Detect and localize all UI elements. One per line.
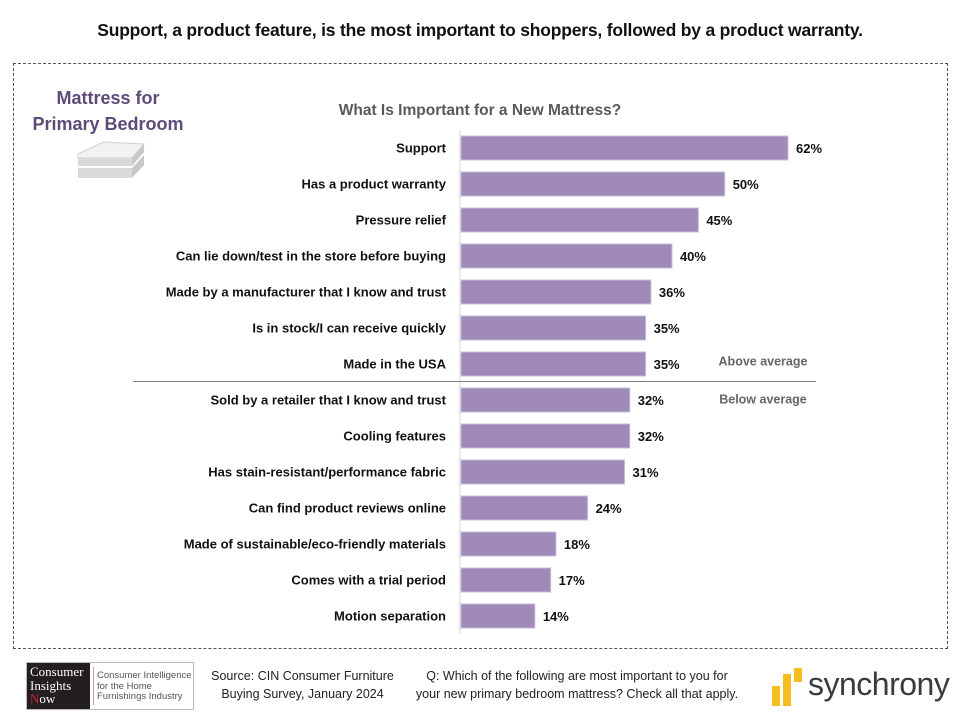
segment-title-line2: Primary Bedroom bbox=[32, 114, 184, 134]
below-average-label: Below average bbox=[719, 393, 807, 407]
question-line2: your new primary bedroom mattress? Check… bbox=[415, 687, 739, 701]
category-label: Made of sustainable/eco-friendly materia… bbox=[184, 537, 446, 552]
synchrony-wordmark: synchrony bbox=[808, 665, 950, 702]
category-label: Pressure relief bbox=[356, 213, 447, 228]
bar bbox=[460, 567, 552, 593]
cin-tagline: Consumer Intelligence for the Home Furni… bbox=[93, 667, 193, 705]
cin-tagline-2: for the Home bbox=[97, 680, 152, 692]
value-label: 32% bbox=[638, 429, 664, 444]
cin-logo-line2: Insights bbox=[30, 677, 72, 693]
bar-chart: Support 62% Has a product warranty 50% Press… bbox=[133, 130, 822, 634]
bar bbox=[460, 495, 589, 521]
synchrony-bars-icon bbox=[770, 666, 804, 706]
value-label: 31% bbox=[633, 465, 659, 480]
bar bbox=[460, 135, 789, 161]
above-average-label: Above average bbox=[719, 355, 808, 369]
value-label: 36% bbox=[659, 285, 685, 300]
cin-logo-mark: Consumer Insights Now bbox=[27, 663, 90, 709]
category-label: Has a product warranty bbox=[302, 177, 447, 192]
source-line2: Buying Survey, January 2024 bbox=[221, 687, 384, 701]
category-label: Comes with a trial period bbox=[291, 573, 446, 588]
cin-logo-line3: Now bbox=[30, 692, 87, 706]
category-label: Made by a manufacturer that I know and t… bbox=[166, 285, 447, 300]
value-label: 14% bbox=[543, 609, 569, 624]
value-label: 45% bbox=[706, 213, 732, 228]
cin-logo-n: N bbox=[30, 691, 40, 706]
value-label: 35% bbox=[654, 321, 680, 336]
value-label: 50% bbox=[733, 177, 759, 192]
value-label: 35% bbox=[654, 357, 680, 372]
value-label: 24% bbox=[596, 501, 622, 516]
value-label: 40% bbox=[680, 249, 706, 264]
cin-tagline-3: Furnishings Industry bbox=[97, 691, 183, 702]
category-label: Is in stock/I can receive quickly bbox=[252, 321, 446, 336]
bar bbox=[460, 351, 647, 377]
bar bbox=[460, 459, 625, 485]
value-label: 32% bbox=[638, 393, 664, 408]
category-label: Can find product reviews online bbox=[249, 501, 446, 516]
synchrony-logo: synchrony bbox=[770, 664, 950, 708]
cin-logo-line1: Consumer bbox=[30, 664, 84, 679]
cin-tagline-1: Consumer Intelligence bbox=[97, 670, 192, 681]
segment-title: Mattress for Primary Bedroom bbox=[30, 85, 186, 137]
category-label: Has stain-resistant/performance fabric bbox=[208, 465, 446, 480]
bar bbox=[460, 531, 557, 557]
category-label: Cooling features bbox=[343, 429, 446, 444]
bar bbox=[460, 279, 652, 305]
category-label: Can lie down/test in the store before bu… bbox=[176, 249, 446, 264]
segment-title-line1: Mattress for bbox=[56, 88, 160, 108]
source-line1: Source: CIN Consumer Furniture bbox=[211, 669, 394, 683]
bar bbox=[460, 423, 631, 449]
bar bbox=[460, 171, 726, 197]
value-label: 18% bbox=[564, 537, 590, 552]
bar bbox=[460, 243, 673, 269]
category-label: Motion separation bbox=[334, 609, 446, 624]
bar bbox=[460, 207, 699, 233]
chart-title: What Is Important for a New Mattress? bbox=[338, 102, 622, 119]
cin-logo-ow: ow bbox=[39, 691, 56, 706]
mattress-icon bbox=[77, 141, 146, 178]
bar bbox=[460, 603, 536, 629]
bar bbox=[460, 387, 631, 413]
source-note: Source: CIN Consumer Furniture Buying Su… bbox=[200, 667, 405, 703]
bar bbox=[460, 315, 647, 341]
content-frame bbox=[13, 63, 948, 649]
headline: Support, a product feature, is the most … bbox=[97, 20, 863, 40]
category-label: Made in the USA bbox=[343, 357, 446, 372]
category-label: Sold by a retailer that I know and trust bbox=[211, 393, 447, 408]
cin-logo: Consumer Insights Now Consumer Intellige… bbox=[26, 662, 194, 710]
category-label: Support bbox=[396, 141, 446, 156]
value-label: 17% bbox=[559, 573, 585, 588]
survey-question: Q: Which of the following are most impor… bbox=[412, 667, 742, 703]
value-label: 62% bbox=[796, 141, 822, 156]
question-line1: Q: Which of the following are most impor… bbox=[426, 669, 728, 683]
